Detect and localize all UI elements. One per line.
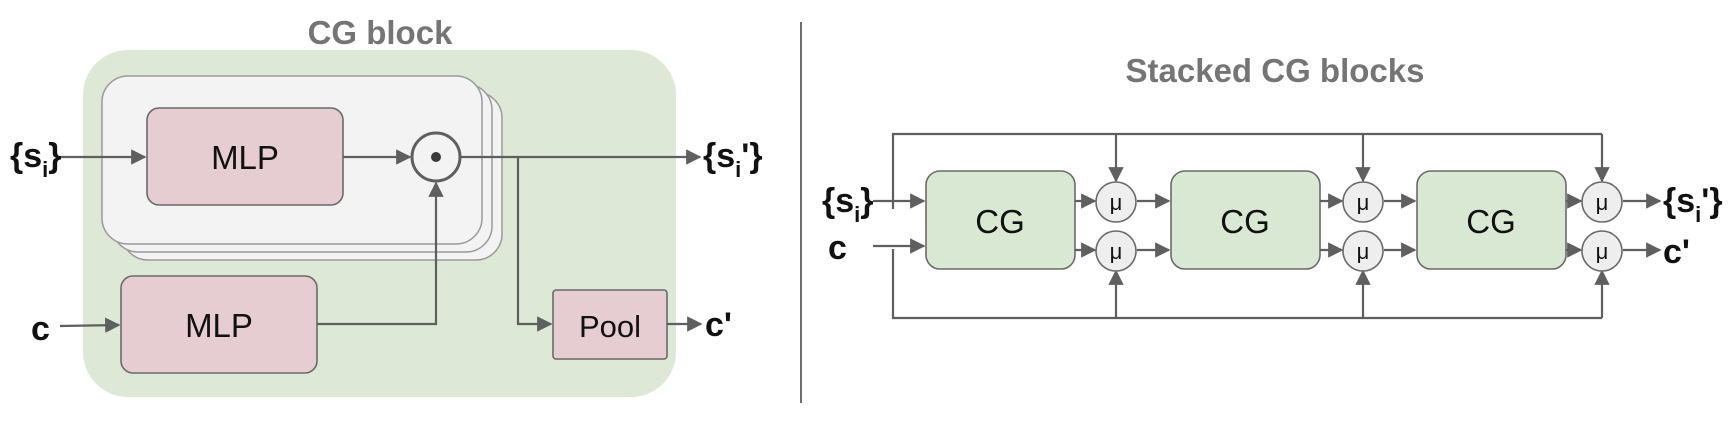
cg-block-1 — [925, 170, 1076, 270]
pool-label: Pool — [579, 309, 641, 344]
cg-output-c: c' — [705, 306, 732, 344]
cg-output-s: {si'} — [703, 137, 763, 182]
cg-input-c: c — [31, 310, 50, 348]
svg-text:μ: μ — [1110, 190, 1123, 215]
svg-text:μ: μ — [1357, 239, 1370, 264]
stack-input-s: {si} — [822, 182, 874, 227]
elementwise-product-dot — [431, 152, 441, 162]
stacked-title: Stacked CG blocks — [1126, 52, 1425, 89]
mu-node-1-top: μ — [1095, 181, 1137, 223]
arrow-to-pool — [516, 157, 553, 332]
svg-text:μ: μ — [1110, 239, 1123, 264]
bus-top — [891, 132, 1602, 209]
mu-node-2-top: μ — [1342, 181, 1384, 223]
cg-block-2-label: CG — [1220, 203, 1270, 240]
bus-bottom — [891, 249, 1602, 320]
mu-node-3-top: μ — [1581, 181, 1623, 223]
arrow-mlp-to-product-gate — [317, 181, 444, 326]
cg-block-1-label: CG — [975, 203, 1025, 240]
stack-output-c: c' — [1663, 233, 1690, 271]
mu-node-2-bottom: μ — [1342, 230, 1384, 272]
mlp-bottom-label: MLP — [185, 307, 253, 344]
arrow-c-to-mlp — [59, 317, 121, 333]
cg-block-title: CG block — [308, 14, 454, 51]
cg-block-2 — [1170, 170, 1321, 270]
stack-input-c: c — [828, 229, 847, 267]
mu-node-1-bottom: μ — [1095, 230, 1137, 272]
cg-input-s: {si} — [10, 137, 62, 182]
svg-text:μ: μ — [1596, 239, 1609, 264]
svg-text:μ: μ — [1357, 190, 1370, 215]
cg-block-3-label: CG — [1466, 203, 1516, 240]
mu-node-3-bottom: μ — [1581, 230, 1623, 272]
stack-output-s: {si'} — [1663, 182, 1723, 227]
cg-block-3 — [1416, 170, 1567, 270]
svg-text:μ: μ — [1596, 190, 1609, 215]
mlp-top-label: MLP — [211, 139, 279, 176]
